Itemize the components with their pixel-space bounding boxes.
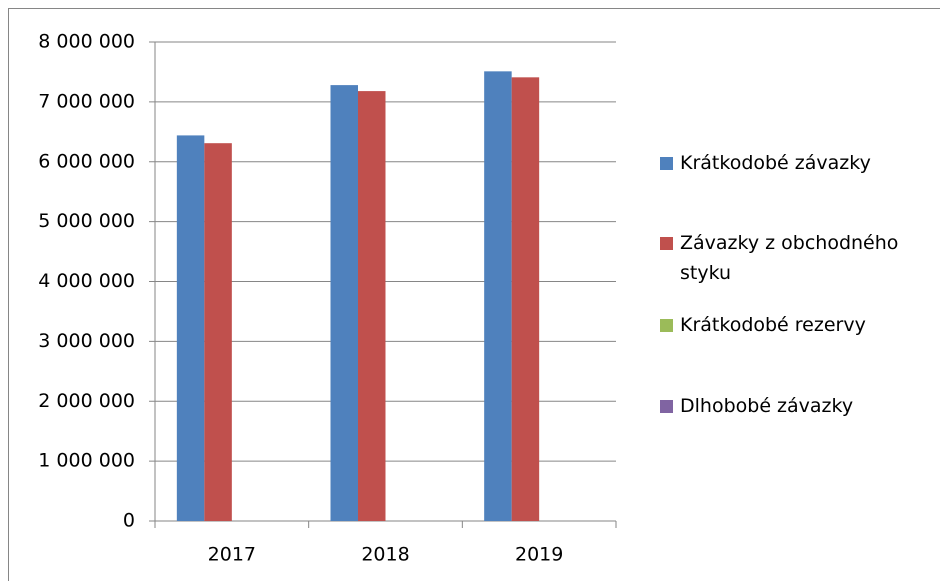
legend-swatch xyxy=(660,400,673,413)
y-tick-label: 1 000 000 xyxy=(38,450,135,472)
x-tick-label: 2018 xyxy=(361,544,409,566)
y-tick-label: 8 000 000 xyxy=(38,31,135,53)
y-tick-label: 5 000 000 xyxy=(38,210,135,232)
y-tick-label: 6 000 000 xyxy=(38,150,135,172)
y-tick-label: 0 xyxy=(123,510,135,532)
bar xyxy=(358,91,386,521)
legend-item: Krátkodobé závazky xyxy=(660,148,871,178)
y-tick-label: 7 000 000 xyxy=(38,90,135,112)
legend-swatch xyxy=(660,237,673,250)
bar xyxy=(204,143,232,521)
bar xyxy=(511,77,540,522)
legend-label: Krátkodobé rezervy xyxy=(680,314,866,336)
legend-item: Krátkodobé rezervy xyxy=(660,310,866,340)
legend-label: Krátkodobé závazky xyxy=(680,152,871,174)
x-tick-label: 2017 xyxy=(208,544,256,566)
legend-label: Závazky z obchodného styku xyxy=(680,232,899,284)
x-tick-label: 2019 xyxy=(515,544,563,566)
y-tick-label: 4 000 000 xyxy=(38,270,135,292)
bar xyxy=(484,71,512,522)
bar xyxy=(176,135,205,521)
legend-swatch xyxy=(660,319,673,332)
legend-label: Dlhobobé závazky xyxy=(680,395,854,417)
bar xyxy=(330,85,358,522)
chart-border xyxy=(8,8,940,581)
legend-item: Závazky z obchodného styku xyxy=(660,228,930,288)
legend-swatch xyxy=(660,157,673,170)
y-tick-label: 3 000 000 xyxy=(38,330,135,352)
legend-item: Dlhobobé závazky xyxy=(660,391,853,421)
y-tick-label: 2 000 000 xyxy=(38,390,135,412)
